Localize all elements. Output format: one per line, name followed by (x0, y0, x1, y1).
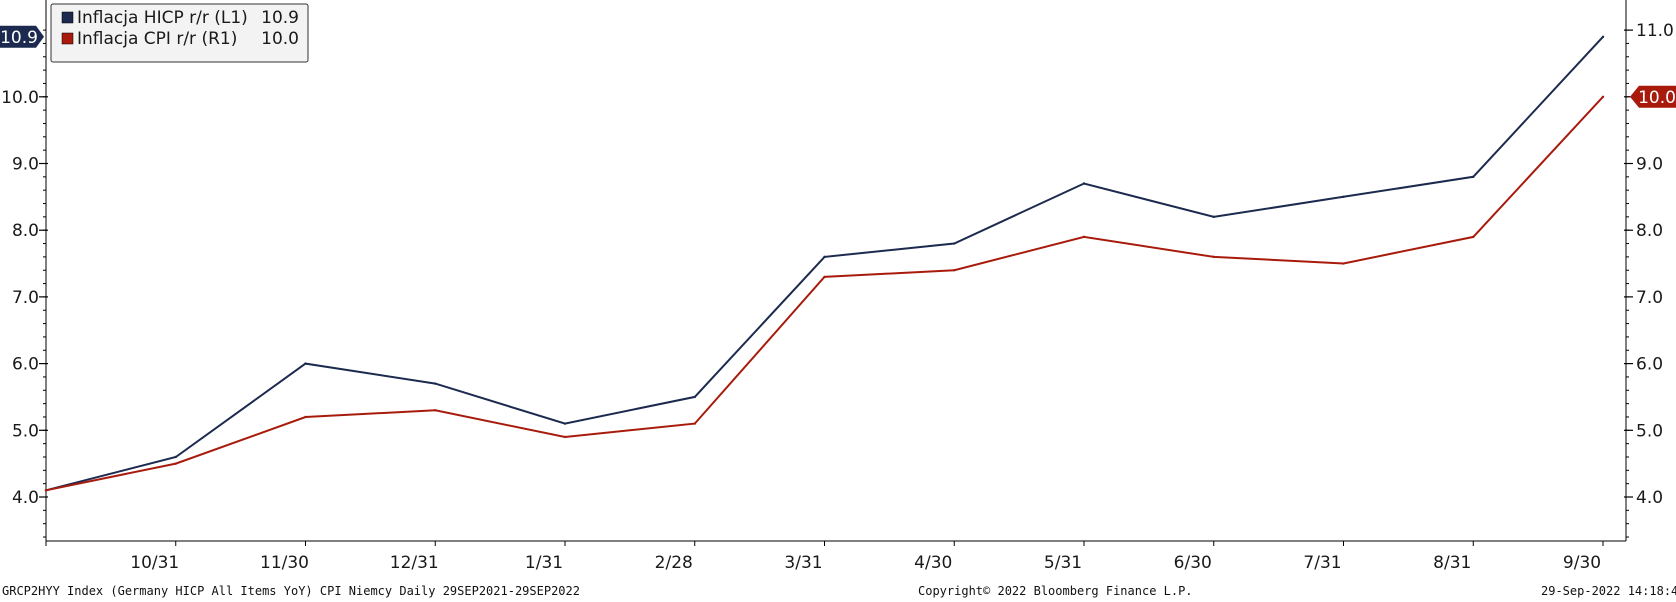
x-tick-label: 10/31 (130, 553, 179, 573)
data-point (1601, 35, 1605, 38)
data-point (304, 415, 307, 419)
legend-box (50, 3, 309, 63)
legend-label: Inflacja CPI r/r (R1) (77, 29, 237, 49)
left-tick-label: 10.0 (1, 88, 39, 108)
data-point (434, 382, 437, 385)
right-last-value-badge (1630, 85, 1676, 108)
data-point (1212, 215, 1215, 219)
right-tick-label: 6.0 (1636, 355, 1663, 375)
series-line-cpi (45, 96, 1604, 492)
legend: Inflacja HICP r/r (L1) 10.9 Inflacja CPI r… (50, 3, 309, 63)
left-last-value-badge (0, 25, 44, 48)
data-point (953, 269, 956, 272)
x-tick-label: 7/31 (1303, 553, 1341, 573)
series-line-hicp (45, 36, 1604, 492)
data-point (823, 275, 826, 279)
legend-label: Inflacja HICP r/r (L1) (77, 8, 248, 28)
data-point (1082, 235, 1086, 239)
data-point (174, 455, 177, 459)
data-point (1082, 182, 1086, 185)
left-tick-label: 7.0 (12, 288, 39, 308)
data-point (563, 422, 567, 425)
data-point (1212, 255, 1215, 259)
x-tick-label: 6/30 (1174, 553, 1212, 573)
right-tick-label: 7.0 (1636, 288, 1663, 308)
left-tick-label: 4.0 (12, 488, 39, 508)
data-point (1601, 95, 1605, 99)
footer-source-text: GRCP2HYY Index (Germany HICP All Items Y… (2, 584, 580, 598)
data-point (1472, 175, 1475, 179)
x-tick-label: 2/28 (655, 553, 693, 573)
legend-swatch (61, 32, 74, 45)
x-tick-label: 8/31 (1433, 553, 1471, 573)
x-tick-label: 3/31 (784, 553, 822, 573)
right-tick-label: 5.0 (1636, 421, 1663, 441)
data-point (1472, 235, 1475, 239)
x-tick-label: 9/30 (1563, 553, 1601, 573)
series-layer (44, 35, 1605, 492)
x-tick-label: 11/30 (260, 553, 309, 573)
right-tick-label: 8.0 (1636, 221, 1663, 241)
x-tick-label: 4/30 (914, 553, 952, 573)
data-point (304, 362, 307, 365)
footer-timestamp-text: 29-Sep-2022 14:18:47 (1541, 584, 1676, 598)
right-tick-label: 4.0 (1636, 488, 1663, 508)
footer-copyright-text: Copyright© 2022 Bloomberg Finance L.P. (918, 584, 1193, 598)
legend-value: 10.9 (261, 8, 299, 28)
left-tick-label: 8.0 (12, 221, 39, 241)
left-tick-label: 9.0 (12, 155, 39, 175)
chart-axes: 4.0 5.0 6.0 7.0 8.0 9.0 10.0 4.0 5.0 6.0 7.0 8.0 9.0… (0, 0, 1676, 573)
data-point (1342, 195, 1345, 199)
left-tick-label: 6.0 (12, 355, 39, 375)
data-point (434, 409, 437, 412)
left-last-value-label: 10.9 (0, 28, 38, 48)
data-point (174, 462, 177, 465)
x-tick-label: 5/31 (1044, 553, 1082, 573)
data-point (953, 242, 956, 245)
data-point (693, 395, 696, 399)
x-tick-label: 1/31 (525, 553, 563, 573)
legend-value: 10.0 (261, 29, 299, 49)
data-point (693, 422, 696, 425)
right-tick-label: 11.0 (1636, 21, 1674, 41)
data-point (823, 255, 826, 259)
data-point (563, 435, 567, 439)
left-tick-label: 5.0 (12, 421, 39, 441)
right-tick-label: 9.0 (1636, 155, 1663, 175)
data-point (1342, 262, 1345, 265)
legend-swatch (61, 11, 74, 24)
data-point (44, 489, 48, 492)
right-last-value-label: 10.0 (1638, 88, 1676, 108)
x-tick-label: 12/31 (390, 553, 439, 573)
